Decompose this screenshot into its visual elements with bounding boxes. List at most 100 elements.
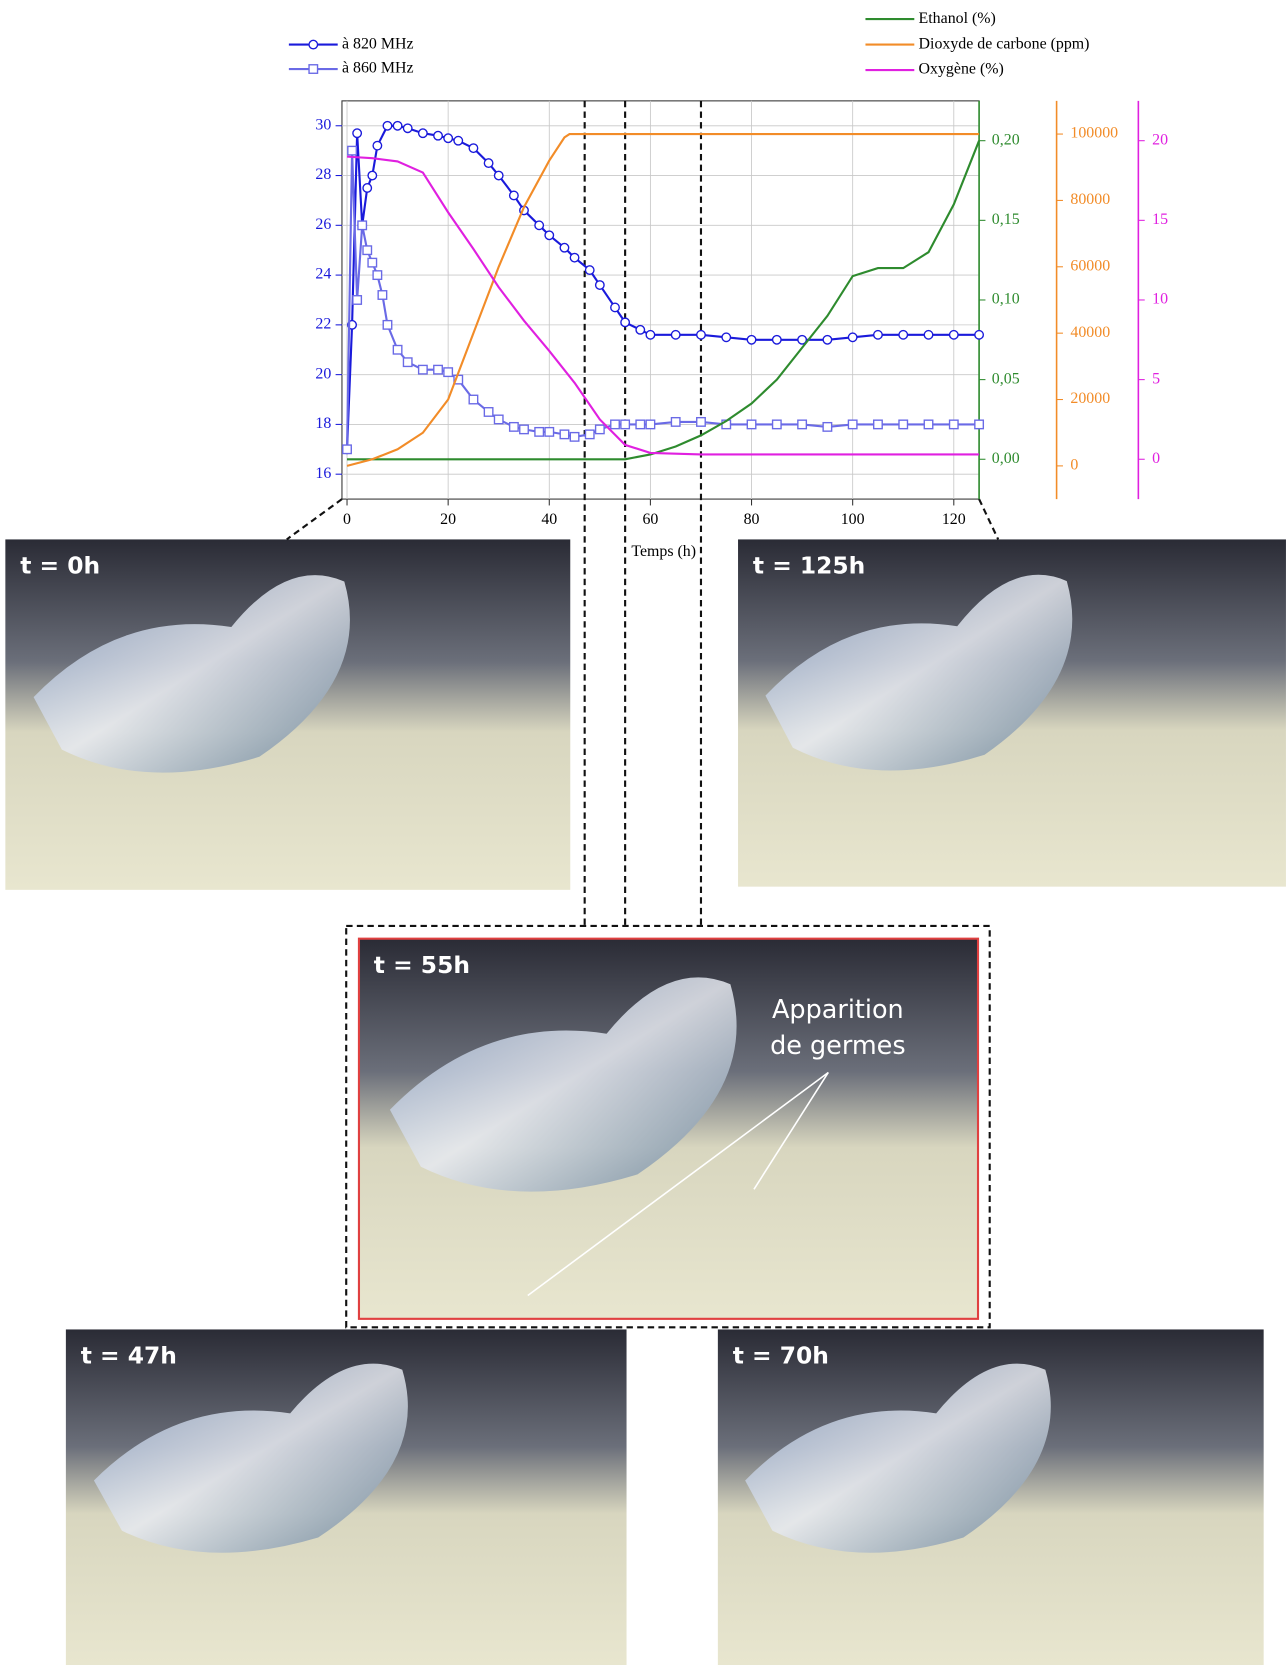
data-point: [402, 123, 413, 134]
data-point: [822, 334, 833, 345]
foil-object: [93, 1363, 408, 1553]
y-tick-label: 30: [315, 116, 331, 133]
series-line: [346, 132, 980, 467]
y-tick-label: 5: [1152, 370, 1160, 387]
data-point: [670, 329, 681, 340]
data-point: [670, 416, 681, 427]
y-tick-label: 60000: [1070, 257, 1110, 274]
annotation: Apparition: [772, 995, 904, 1025]
foil-object: [765, 574, 1073, 771]
annotation: de germes: [770, 1031, 906, 1061]
data-point: [584, 265, 595, 276]
x-tick-label: 60: [642, 511, 658, 528]
data-point: [534, 220, 545, 231]
data-point: [483, 407, 494, 417]
photos: t = 0h t = 125h t = 55h t = 47h t = 70h: [5, 539, 1286, 1665]
data-point: [771, 419, 782, 430]
data-point: [948, 329, 959, 340]
data-point: [559, 429, 570, 440]
data-point: [544, 426, 555, 437]
y-tick-label: 10: [1152, 291, 1168, 308]
photo-label: t = 55h: [374, 951, 470, 979]
data-point: [948, 419, 959, 430]
data-point: [569, 252, 580, 263]
data-point: [483, 158, 494, 169]
data-point: [721, 332, 732, 343]
data-point: [847, 332, 858, 343]
connector: [286, 498, 343, 541]
y-tick-label: 0: [1152, 450, 1160, 467]
legend-label: à 860 MHz: [342, 60, 414, 77]
foil-object: [745, 1363, 1051, 1553]
data-point: [352, 128, 363, 139]
data-point: [468, 394, 479, 405]
legend-marker: [308, 39, 319, 50]
series-line: [346, 155, 980, 456]
data-point: [382, 120, 393, 131]
data-point: [974, 329, 985, 340]
data-point: [771, 334, 782, 345]
data-point: [443, 367, 454, 378]
annotation-arrow: [753, 1072, 829, 1190]
legend-label: à 820 MHz: [342, 35, 414, 52]
data-point: [569, 431, 580, 442]
data-point: [443, 133, 454, 144]
y-tick-label: 0,20: [992, 131, 1020, 148]
data-point: [417, 364, 428, 375]
data-point: [508, 190, 519, 201]
data-point: [696, 329, 706, 340]
x-tick-label: 20: [440, 511, 456, 528]
data-point: [493, 170, 504, 181]
data-point: [544, 230, 555, 241]
photo-label: t = 70h: [733, 1342, 829, 1370]
data-point: [645, 419, 656, 430]
data-point: [594, 424, 605, 435]
data-point: [493, 414, 504, 425]
data-point: [898, 419, 909, 430]
x-tick-label: 80: [744, 511, 760, 528]
data-point: [594, 280, 605, 290]
x-tick-label: 100: [841, 511, 865, 528]
plot-area: [341, 100, 980, 500]
photo-label: t = 47h: [81, 1342, 177, 1370]
photo-label: t = 125h: [753, 552, 865, 580]
data-point: [372, 270, 383, 281]
data-point: [433, 130, 443, 141]
y-tick-label: 20: [1152, 131, 1168, 148]
data-point: [342, 444, 352, 455]
data-point: [372, 140, 383, 151]
data-point: [847, 419, 858, 430]
data-point: [923, 419, 934, 430]
legend-label: Dioxyde de carbone (ppm): [919, 35, 1090, 52]
y-tick-label: 28: [315, 166, 331, 183]
data-point: [746, 419, 757, 430]
data-point: [534, 426, 545, 437]
data-point: [923, 329, 934, 340]
data-point: [822, 421, 833, 432]
data-point: [620, 419, 631, 430]
data-point: [620, 317, 631, 328]
data-point: [645, 329, 656, 340]
data-point: [696, 416, 706, 427]
data-point: [367, 257, 378, 268]
y-tick-label: 100000: [1070, 125, 1118, 142]
data-point: [797, 419, 808, 430]
photo-label: t = 0h: [20, 552, 100, 580]
foil-object: [33, 575, 350, 773]
legend-marker: [308, 64, 319, 74]
y-tick-label: 24: [315, 266, 331, 283]
data-point: [559, 242, 570, 253]
y-tick-label: 15: [1152, 211, 1168, 228]
y-tick-label: 20000: [1070, 390, 1110, 407]
x-axis-title: Temps (h): [631, 543, 696, 560]
y-tick-label: 20: [315, 365, 331, 382]
data-point: [347, 145, 358, 156]
annotation-arrow: [527, 1071, 829, 1297]
data-point: [584, 429, 595, 440]
data-point: [433, 364, 443, 375]
connector: [978, 498, 1000, 540]
data-point: [402, 357, 413, 368]
y-tick-label: 0: [1070, 457, 1078, 474]
legend-label: Oxygène (%): [919, 61, 1004, 78]
legend-label: Ethanol (%): [919, 10, 996, 27]
